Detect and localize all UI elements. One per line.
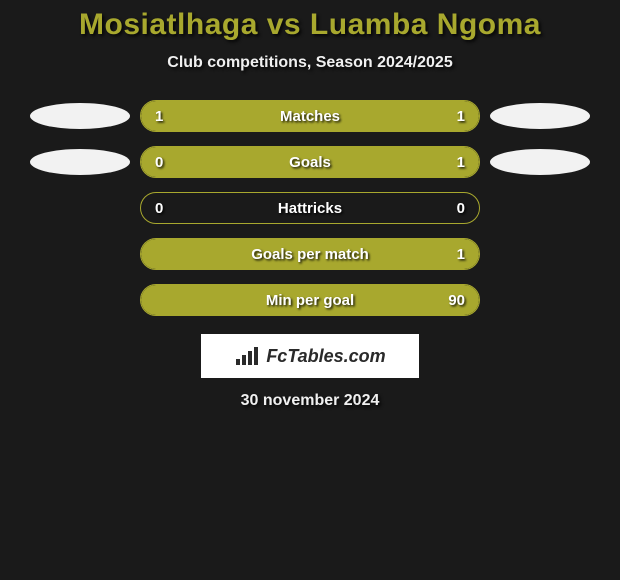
stat-bar: Goals per match 1 xyxy=(140,238,480,270)
player-right-avatar xyxy=(490,103,590,129)
player-right-avatar xyxy=(490,149,590,175)
stat-label: Hattricks xyxy=(141,193,479,223)
stat-bar: 0 Hattricks 0 xyxy=(140,192,480,224)
stat-row: 1 Matches 1 xyxy=(0,100,620,132)
stat-label: Goals per match xyxy=(141,239,479,269)
stat-right-value: 1 xyxy=(457,239,465,269)
player-left-avatar xyxy=(30,103,130,129)
brand-badge: FcTables.com xyxy=(201,334,419,378)
comparison-infographic: Mosiatlhaga vs Luamba Ngoma Club competi… xyxy=(0,0,620,580)
date-label: 30 november 2024 xyxy=(0,392,620,410)
stat-right-value: 1 xyxy=(457,147,465,177)
player-left-avatar xyxy=(30,149,130,175)
stat-bar: 1 Matches 1 xyxy=(140,100,480,132)
stat-label: Goals xyxy=(141,147,479,177)
stat-right-value: 0 xyxy=(457,193,465,223)
stats-list: 1 Matches 1 0 Goals 1 0 xyxy=(0,100,620,316)
stat-label: Min per goal xyxy=(141,285,479,315)
subtitle: Club competitions, Season 2024/2025 xyxy=(0,54,620,72)
stat-row: Goals per match 1 xyxy=(0,238,620,270)
stat-label: Matches xyxy=(141,101,479,131)
brand-text: FcTables.com xyxy=(266,346,385,367)
stat-row: Min per goal 90 xyxy=(0,284,620,316)
stat-row: 0 Goals 1 xyxy=(0,146,620,178)
chart-icon xyxy=(234,345,260,367)
stat-bar: Min per goal 90 xyxy=(140,284,480,316)
stat-row: 0 Hattricks 0 xyxy=(0,192,620,224)
stat-right-value: 90 xyxy=(448,285,465,315)
page-title: Mosiatlhaga vs Luamba Ngoma xyxy=(0,8,620,42)
stat-bar: 0 Goals 1 xyxy=(140,146,480,178)
stat-right-value: 1 xyxy=(457,101,465,131)
